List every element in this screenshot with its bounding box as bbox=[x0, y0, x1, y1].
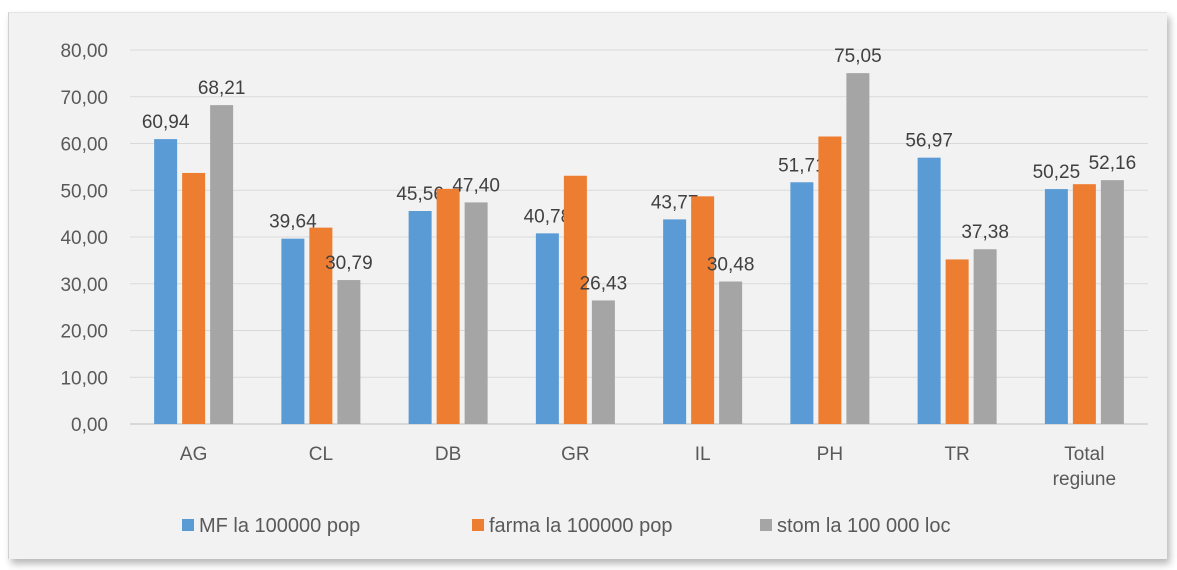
data-label: 47,40 bbox=[452, 175, 500, 196]
data-label: 45,56 bbox=[396, 184, 444, 205]
legend-label: stom la 100 000 loc bbox=[777, 515, 950, 537]
bar bbox=[691, 196, 715, 424]
bar bbox=[719, 281, 743, 424]
bar bbox=[663, 219, 687, 424]
data-label: 51,71 bbox=[778, 155, 826, 176]
bar bbox=[563, 175, 587, 424]
data-label: 26,43 bbox=[580, 273, 628, 294]
x-tick-label: Total bbox=[1064, 444, 1104, 465]
bar bbox=[945, 259, 969, 424]
data-label: 68,21 bbox=[198, 78, 246, 99]
y-tick-label: 80,00 bbox=[60, 41, 108, 62]
legend-swatch bbox=[472, 519, 484, 531]
data-label: 56,97 bbox=[905, 131, 953, 152]
y-tick-label: 60,00 bbox=[60, 135, 108, 156]
data-label: 50,25 bbox=[1033, 162, 1081, 183]
bar bbox=[1044, 189, 1068, 424]
legend-label: farma la 100000 pop bbox=[489, 515, 672, 537]
y-tick-label: 0,00 bbox=[71, 415, 108, 436]
x-tick-label: PH bbox=[817, 444, 843, 465]
bar bbox=[281, 238, 305, 424]
x-tick-label: CL bbox=[309, 444, 333, 465]
bar bbox=[464, 202, 488, 424]
y-tick-label: 40,00 bbox=[60, 228, 108, 249]
data-label: 60,94 bbox=[142, 112, 190, 133]
x-tick-label: TR bbox=[944, 444, 969, 465]
bar bbox=[1072, 184, 1096, 424]
bar bbox=[436, 188, 460, 424]
x-tick-label: AG bbox=[180, 444, 207, 465]
bar bbox=[210, 105, 234, 424]
x-tick-label: regiune bbox=[1053, 469, 1116, 490]
bar bbox=[973, 249, 997, 424]
y-tick-label: 30,00 bbox=[60, 275, 108, 296]
bar bbox=[408, 211, 432, 424]
data-label: 39,64 bbox=[269, 212, 317, 233]
x-tick-label: GR bbox=[561, 444, 590, 465]
bar bbox=[790, 182, 814, 424]
bar bbox=[337, 280, 361, 424]
bar bbox=[917, 157, 941, 424]
bar bbox=[154, 139, 178, 424]
y-tick-label: 70,00 bbox=[60, 88, 108, 109]
bar bbox=[1100, 180, 1124, 424]
x-tick-label: IL bbox=[695, 444, 711, 465]
data-label: 43,77 bbox=[651, 192, 699, 213]
data-label: 52,16 bbox=[1089, 153, 1137, 174]
bar bbox=[309, 227, 333, 424]
data-label: 40,78 bbox=[524, 206, 572, 227]
data-label: 37,38 bbox=[961, 222, 1009, 243]
bar bbox=[535, 233, 559, 424]
data-label: 30,79 bbox=[325, 253, 373, 274]
data-label: 30,48 bbox=[707, 255, 755, 276]
y-tick-label: 20,00 bbox=[60, 322, 108, 343]
legend-swatch bbox=[760, 519, 772, 531]
bar bbox=[182, 172, 206, 424]
y-tick-label: 50,00 bbox=[60, 181, 108, 202]
bar bbox=[591, 300, 615, 424]
x-tick-label: DB bbox=[435, 444, 461, 465]
data-label: 75,05 bbox=[834, 46, 882, 67]
legend-swatch bbox=[182, 519, 194, 531]
y-tick-label: 10,00 bbox=[60, 368, 108, 389]
bar bbox=[846, 73, 870, 425]
bar bbox=[818, 136, 842, 425]
legend-label: MF la 100000 pop bbox=[199, 515, 360, 537]
